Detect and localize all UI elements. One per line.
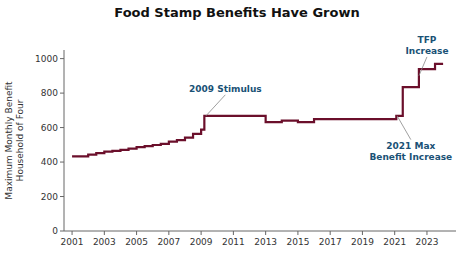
x-tick	[265, 231, 266, 235]
title: Food Stamp Benefits Have Grown	[114, 5, 359, 20]
y-tick-label: 1000	[35, 54, 58, 64]
x-tick-label: 2011	[222, 237, 245, 247]
x-tick-label: 2001	[61, 237, 84, 247]
annotation: 2021 MaxBenefit Increase	[369, 141, 452, 162]
x-tick-label: 2003	[93, 237, 116, 247]
y-axis-label-line: Household of Four	[15, 99, 25, 181]
y-tick	[60, 58, 64, 59]
x-tick-label: 2015	[286, 237, 309, 247]
x-tick-label: 2019	[351, 237, 374, 247]
annotation-connector	[419, 57, 427, 76]
x-tick-label: 2021	[383, 237, 406, 247]
y-axis-label-line: Maximum Monthly Benefit	[4, 81, 14, 200]
annotation-connector	[397, 116, 411, 140]
x-tick	[72, 231, 73, 235]
annotation-line: TFP	[418, 35, 437, 45]
y-tick	[60, 162, 64, 163]
annotation-line: 2009 Stimulus	[189, 84, 262, 94]
x-tick-label: 2017	[319, 237, 342, 247]
annotation-line: Increase	[405, 46, 448, 56]
annotation-line: 2021 Max	[386, 141, 435, 151]
x-tick	[233, 231, 234, 235]
annotation: TFPIncrease	[405, 35, 448, 56]
x-tick-label: 2007	[157, 237, 180, 247]
x-tick	[168, 231, 169, 235]
annotation-line: Benefit Increase	[369, 152, 452, 162]
x-tick	[330, 231, 331, 235]
y-tick-label: 400	[41, 157, 58, 167]
y-axis-label: Maximum Monthly BenefitHousehold of Four	[4, 81, 25, 200]
y-tick	[60, 196, 64, 197]
x-tick	[426, 231, 427, 235]
step-line	[72, 64, 443, 156]
x-tick	[201, 231, 202, 235]
annotation-connector	[206, 95, 225, 116]
y-tick-label: 0	[52, 226, 58, 236]
x-tick	[394, 231, 395, 235]
y-tick-label: 800	[41, 88, 58, 98]
y-tick	[60, 127, 64, 128]
annotation: 2009 Stimulus	[189, 84, 262, 94]
y-axis-line	[64, 50, 65, 231]
plot-area	[72, 64, 443, 156]
x-tick	[136, 231, 137, 235]
x-tick-label: 2013	[254, 237, 277, 247]
y-tick	[60, 93, 64, 94]
y-tick-label: 600	[41, 123, 58, 133]
x-tick	[362, 231, 363, 235]
y-tick	[60, 231, 64, 232]
chart: Food Stamp Benefits Have Grown Maximum Mo…	[0, 0, 474, 257]
x-tick-label: 2009	[190, 237, 213, 247]
x-tick	[104, 231, 105, 235]
x-tick	[297, 231, 298, 235]
x-tick-label: 2005	[125, 237, 148, 247]
x-tick-label: 2023	[416, 237, 439, 247]
x-axis-line	[64, 231, 456, 232]
y-tick-label: 200	[41, 192, 58, 202]
